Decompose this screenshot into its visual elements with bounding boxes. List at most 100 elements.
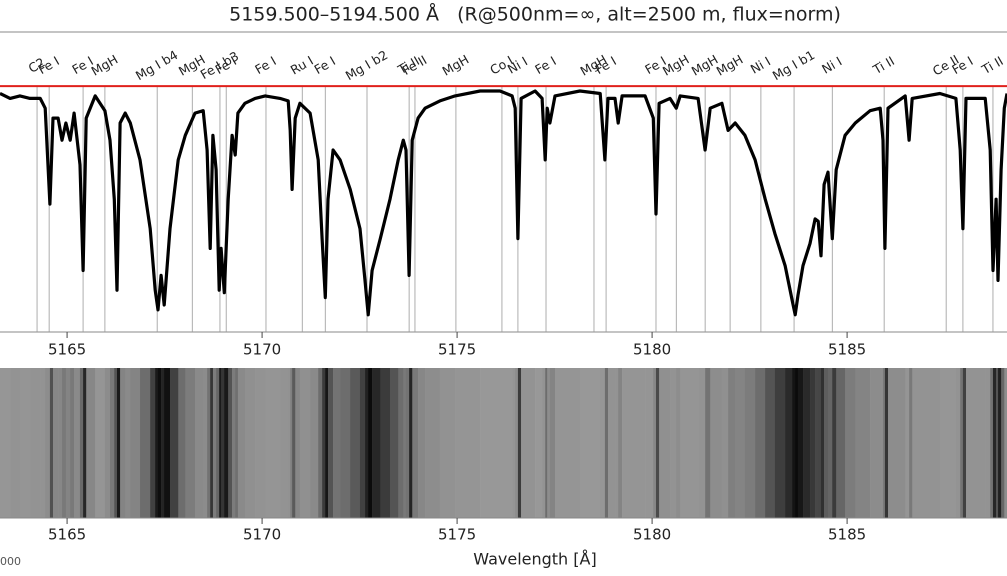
spectrum-stripe bbox=[615, 368, 619, 518]
spectrum-stripe bbox=[327, 368, 334, 518]
spectrum-stripe bbox=[832, 368, 837, 518]
spectrum-stripe bbox=[79, 368, 84, 518]
spectrum-stripe bbox=[212, 368, 217, 518]
spectrum-stripe bbox=[521, 368, 536, 518]
spectrum-stripe bbox=[10, 368, 21, 518]
x-tick-label: 5170 bbox=[243, 341, 281, 359]
spectrum-stripe bbox=[299, 368, 311, 518]
spectrum-stripe bbox=[608, 368, 616, 518]
feature-label: MgH bbox=[88, 52, 120, 79]
spectrum-stripe bbox=[232, 368, 236, 518]
spectrum-stripe bbox=[195, 368, 204, 518]
feature-label: Fe II bbox=[400, 52, 430, 78]
spectrum-stripe bbox=[604, 368, 609, 518]
spectrum-stripe bbox=[439, 368, 456, 518]
spectrum-stripe bbox=[845, 368, 856, 518]
spectrum-stripe bbox=[295, 368, 301, 518]
spectrum-stripe bbox=[228, 368, 233, 518]
spectrum-stripe bbox=[65, 368, 71, 518]
spectrum-stripe bbox=[310, 368, 319, 518]
spectrum-stripe bbox=[390, 368, 399, 518]
spectrum-stripe bbox=[403, 368, 407, 518]
spectrum-stripe bbox=[795, 368, 799, 518]
spectrum-stripe bbox=[155, 368, 159, 518]
spectrum-stripe bbox=[966, 368, 986, 518]
spectrum-stripe bbox=[653, 368, 657, 518]
spectrum-stripe bbox=[265, 368, 281, 518]
spectrum-stripe bbox=[705, 368, 711, 518]
spectrum-stripe bbox=[912, 368, 941, 518]
spectrum-stripe bbox=[618, 368, 623, 518]
spectrum-stripe bbox=[824, 368, 829, 518]
feature-label: Fe I bbox=[252, 53, 278, 77]
spectrum-stripe bbox=[86, 368, 96, 518]
spectrum-stripe bbox=[224, 368, 229, 518]
spectrum-stripe bbox=[888, 368, 906, 518]
x-tick-label: 5185 bbox=[828, 341, 866, 359]
spectrum-stripe bbox=[322, 368, 326, 518]
spectrum-stripe bbox=[955, 368, 961, 518]
x-tick-label: 5175 bbox=[438, 341, 476, 359]
spectrum-stripe bbox=[95, 368, 106, 518]
spectrum-stripe bbox=[70, 368, 75, 518]
spectrum-stripe bbox=[405, 368, 410, 518]
spectrum-stripe bbox=[818, 368, 822, 518]
spectrum-stripe bbox=[109, 368, 115, 518]
spectrum-stripe bbox=[836, 368, 846, 518]
spectrum-stripe bbox=[207, 368, 211, 518]
spectrum-stripe bbox=[554, 368, 581, 518]
spectrum-stripe bbox=[996, 368, 999, 518]
spectrum-stripe bbox=[292, 368, 296, 518]
feature-label: Fe I bbox=[312, 53, 338, 77]
feature-label: Mg I b4 bbox=[133, 47, 181, 83]
spectrum-stripe bbox=[19, 368, 31, 518]
spectrum-stripe bbox=[409, 368, 413, 518]
spectrum-stripe bbox=[517, 368, 522, 518]
spectrum-stripe bbox=[365, 368, 369, 518]
spectrum-stripe bbox=[178, 368, 186, 518]
spectrum-stripe bbox=[114, 368, 118, 518]
spectrum-stripe bbox=[53, 368, 59, 518]
feature-label: C2 bbox=[26, 54, 48, 75]
spectrum-stripe bbox=[992, 368, 997, 518]
spectrum-stripe bbox=[670, 368, 677, 518]
spectrum-stripe bbox=[499, 368, 513, 518]
spectrum-stripe bbox=[645, 368, 654, 518]
spectrum-stripe bbox=[120, 368, 126, 518]
feature-label: Ti II bbox=[869, 53, 896, 78]
spectrum-stripe bbox=[170, 368, 179, 518]
spectrum-line bbox=[0, 89, 1007, 317]
spectrum-stripe bbox=[803, 368, 811, 518]
spectrum-stripe bbox=[827, 368, 833, 518]
spectrum-stripe bbox=[659, 368, 671, 518]
spectrum-stripe bbox=[728, 368, 736, 518]
spectrum-stripe bbox=[255, 368, 266, 518]
spectrum-stripe bbox=[549, 368, 556, 518]
spectrum-stripe bbox=[960, 368, 964, 518]
spectrum-stripe bbox=[40, 368, 46, 518]
x-tick-label: 5170 bbox=[243, 526, 281, 544]
spectrum-stripe bbox=[884, 368, 889, 518]
spectrum-stripe bbox=[455, 368, 481, 518]
spectrum-stripe bbox=[721, 368, 729, 518]
spectrum-stripe bbox=[161, 368, 165, 518]
spectrum-stripe bbox=[547, 368, 551, 518]
spectrum-stripe bbox=[150, 368, 156, 518]
spectrum-stripe bbox=[62, 368, 67, 518]
spectrum-stripe bbox=[710, 368, 723, 518]
spectrum-stripe bbox=[164, 368, 171, 518]
spectrum-stripe bbox=[325, 368, 329, 518]
spectrum-stripe bbox=[755, 368, 766, 518]
spectrum-stripe bbox=[985, 368, 991, 518]
spectrum-stripe bbox=[45, 368, 51, 518]
feature-label: MgH bbox=[660, 52, 692, 79]
spectrum-stripe bbox=[579, 368, 601, 518]
spectrum-stripe bbox=[130, 368, 141, 518]
corner-label: 000 bbox=[0, 555, 21, 568]
feature-label: MgH bbox=[714, 52, 746, 79]
spectrum-stripe bbox=[380, 368, 391, 518]
spectrum-stripe bbox=[939, 368, 957, 518]
spectrum-stripe bbox=[909, 368, 913, 518]
spectrum-stripe bbox=[398, 368, 404, 518]
